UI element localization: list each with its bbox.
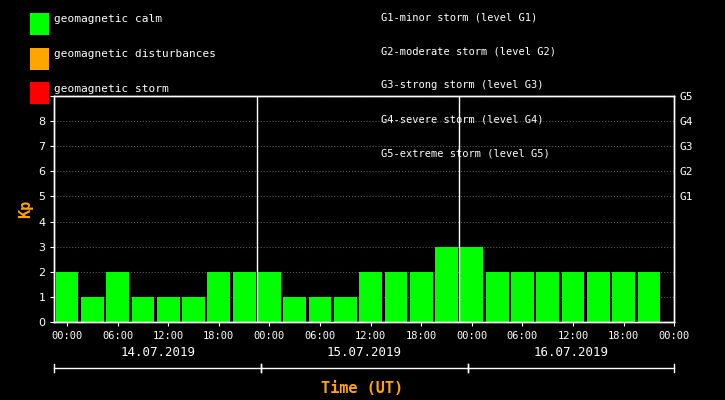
Bar: [81, 297, 104, 322]
Bar: [233, 272, 255, 322]
Bar: [107, 272, 129, 322]
Text: geomagnetic calm: geomagnetic calm: [54, 14, 162, 24]
Text: G3-strong storm (level G3): G3-strong storm (level G3): [381, 80, 543, 90]
Text: geomagnetic storm: geomagnetic storm: [54, 84, 169, 94]
Bar: [612, 272, 635, 322]
Bar: [637, 272, 660, 322]
Bar: [384, 272, 407, 322]
Text: 14.07.2019: 14.07.2019: [120, 346, 195, 359]
Bar: [56, 272, 78, 322]
Bar: [360, 272, 382, 322]
Text: G2-moderate storm (level G2): G2-moderate storm (level G2): [381, 46, 555, 56]
Bar: [334, 297, 357, 322]
Text: G5-extreme storm (level G5): G5-extreme storm (level G5): [381, 148, 550, 158]
Bar: [511, 272, 534, 322]
Bar: [435, 247, 458, 322]
Bar: [283, 297, 306, 322]
Bar: [207, 272, 231, 322]
Bar: [460, 247, 484, 322]
Bar: [131, 297, 154, 322]
Y-axis label: Kp: Kp: [17, 200, 33, 218]
Bar: [157, 297, 180, 322]
Bar: [258, 272, 281, 322]
Bar: [536, 272, 559, 322]
Text: 16.07.2019: 16.07.2019: [534, 346, 608, 359]
Bar: [486, 272, 508, 322]
Bar: [410, 272, 433, 322]
Bar: [182, 297, 205, 322]
Text: G4-severe storm (level G4): G4-severe storm (level G4): [381, 114, 543, 124]
Bar: [309, 297, 331, 322]
Text: Time (UT): Time (UT): [321, 381, 404, 396]
Text: geomagnetic disturbances: geomagnetic disturbances: [54, 49, 216, 59]
Bar: [587, 272, 610, 322]
Bar: [562, 272, 584, 322]
Text: G1-minor storm (level G1): G1-minor storm (level G1): [381, 12, 537, 22]
Text: 15.07.2019: 15.07.2019: [327, 346, 402, 359]
